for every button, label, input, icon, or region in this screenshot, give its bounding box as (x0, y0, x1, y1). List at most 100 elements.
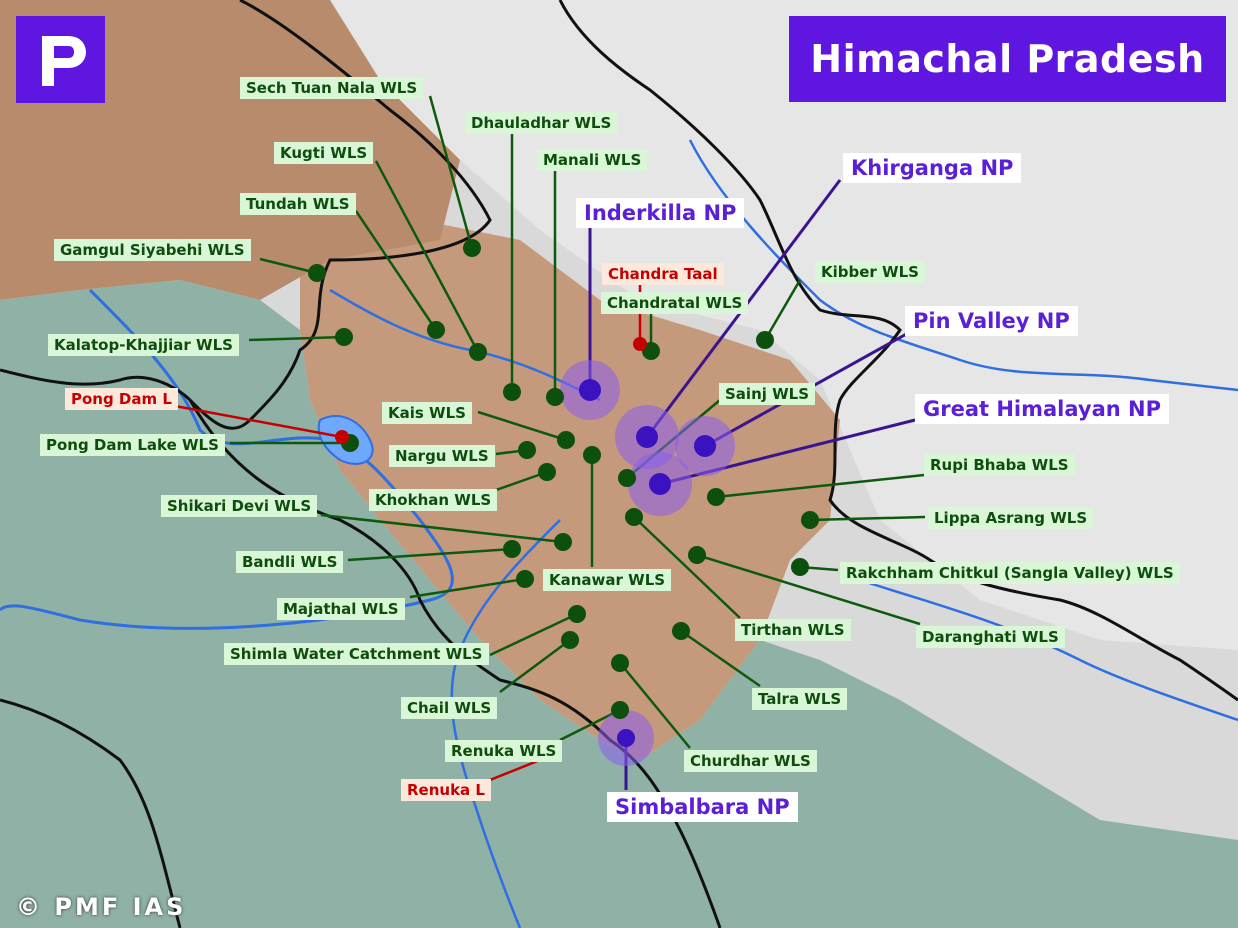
copyright-credit: © PMF IAS (16, 893, 187, 921)
connector-majathal (409, 577, 526, 599)
wls-label: Nargu WLS (389, 445, 495, 467)
wls-label: Kugti WLS (274, 142, 374, 164)
dhauladhar-dot (503, 383, 521, 401)
majathal-dot (516, 570, 534, 588)
river-beas (0, 288, 454, 630)
wls-label: Tirthan WLS (735, 619, 851, 641)
wls-label: Tundah WLS (240, 193, 356, 215)
rupi-bhaba-dot (707, 488, 725, 506)
map-title: Himachal Pradesh (789, 16, 1226, 102)
wls-label: Sech Tuan Nala WLS (240, 77, 424, 99)
np-label: Khirganga NP (843, 153, 1022, 183)
sainj-dot (618, 469, 636, 487)
wls-label: Rupi Bhaba WLS (924, 454, 1075, 476)
north-terrain (0, 0, 460, 300)
wls-label: Churdhar WLS (684, 750, 817, 772)
river-spiti (688, 139, 1238, 392)
river-sutlej (450, 519, 561, 928)
rakchham-dot (791, 558, 809, 576)
river-sutlej-east (859, 578, 1238, 722)
wls-label: Lippa Asrang WLS (928, 507, 1094, 529)
renuka-wls-dot (611, 701, 629, 719)
pong-dam-l-dot (335, 430, 349, 444)
wls-label: Kais WLS (382, 402, 472, 424)
lake-dots (335, 337, 647, 444)
boundary-southwest (0, 698, 182, 928)
wls-label: Sainj WLS (719, 383, 816, 405)
kanawar-dot (583, 446, 601, 464)
tirthan-dot (625, 508, 643, 526)
connector-lippa (809, 515, 926, 522)
wls-label: Pong Dam Lake WLS (40, 434, 225, 456)
wls-label: Chandratal WLS (601, 292, 749, 314)
shimla-dot (568, 605, 586, 623)
connector-khokhan (495, 470, 548, 492)
pmf-logo (16, 16, 105, 103)
connector-sech-tuan (428, 95, 474, 249)
connector-tundah (354, 210, 438, 331)
connector-daranghati (696, 553, 921, 626)
gamgul-dot (308, 264, 326, 282)
wls-label: Majathal WLS (277, 598, 405, 620)
connector-tirthan (633, 516, 741, 619)
wls-label: Chail WLS (401, 697, 498, 719)
connector-gamgul (259, 257, 318, 275)
kibber-dot (756, 331, 774, 349)
connector-chail (499, 638, 571, 694)
connector-churdhar (619, 662, 691, 749)
wls-label: Bandli WLS (236, 551, 344, 573)
np-label: Inderkilla NP (576, 198, 745, 228)
lake-label: Pong Dam L (65, 388, 178, 410)
chandra-taal-dot (633, 337, 647, 351)
wls-label: Kibber WLS (815, 261, 925, 283)
churdhar-dot (611, 654, 629, 672)
lake-label: Renuka L (401, 779, 491, 801)
wls-label: Khokhan WLS (369, 489, 498, 511)
bandli-dot (503, 540, 521, 558)
ghnp-dot (649, 473, 671, 495)
wls-label: Kalatop-Khajjiar WLS (48, 334, 239, 356)
np-dots (579, 379, 716, 747)
khirganga-dot (636, 426, 658, 448)
connector-bandli (347, 547, 513, 562)
wls-label: Gamgul Siyabehi WLS (54, 239, 251, 261)
kais-dot (557, 431, 575, 449)
manali-dot (546, 388, 564, 406)
sech-tuan-dot (463, 239, 481, 257)
simbalbara-dot (617, 729, 635, 747)
talra-dot (672, 622, 690, 640)
wls-label: Daranghati WLS (916, 626, 1065, 648)
connector-renuka (559, 708, 621, 742)
boundary-north (188, 0, 492, 430)
wls-label: Shikari Devi WLS (161, 495, 318, 517)
wls-label: Talra WLS (752, 688, 848, 710)
wls-label: Dhauladhar WLS (465, 112, 618, 134)
inderkilla-dot (579, 379, 601, 401)
kalatop-dot (335, 328, 353, 346)
wls-label: Renuka WLS (445, 740, 563, 762)
shikari-dot (554, 533, 572, 551)
kugti-dot (469, 343, 487, 361)
nargu-dot (518, 441, 536, 459)
connector-kais (477, 410, 567, 442)
pin-valley-dot (694, 435, 716, 457)
wls-label: Kanawar WLS (543, 569, 672, 591)
connector-talra (680, 629, 761, 688)
lippa-dot (801, 511, 819, 529)
wls-label: Rakchham Chitkul (Sangla Valley) WLS (840, 562, 1180, 584)
wls-label: Shimla Water Catchment WLS (224, 643, 489, 665)
np-label: Great Himalayan NP (915, 394, 1169, 424)
lake-label: Chandra Taal (602, 263, 724, 285)
connector-kibber (763, 279, 802, 341)
np-label: Simbalbara NP (607, 792, 798, 822)
wls-label: Manali WLS (537, 149, 648, 171)
connector-kugti (374, 160, 480, 353)
daranghati-dot (688, 546, 706, 564)
state-terrain (300, 220, 840, 760)
tundah-dot (427, 321, 445, 339)
logo-p-icon (42, 36, 86, 86)
np-label: Pin Valley NP (905, 306, 1078, 336)
connector-pong-dam-l (174, 404, 343, 439)
chail-dot (561, 631, 579, 649)
connector-rupi-bhaba (715, 473, 925, 499)
